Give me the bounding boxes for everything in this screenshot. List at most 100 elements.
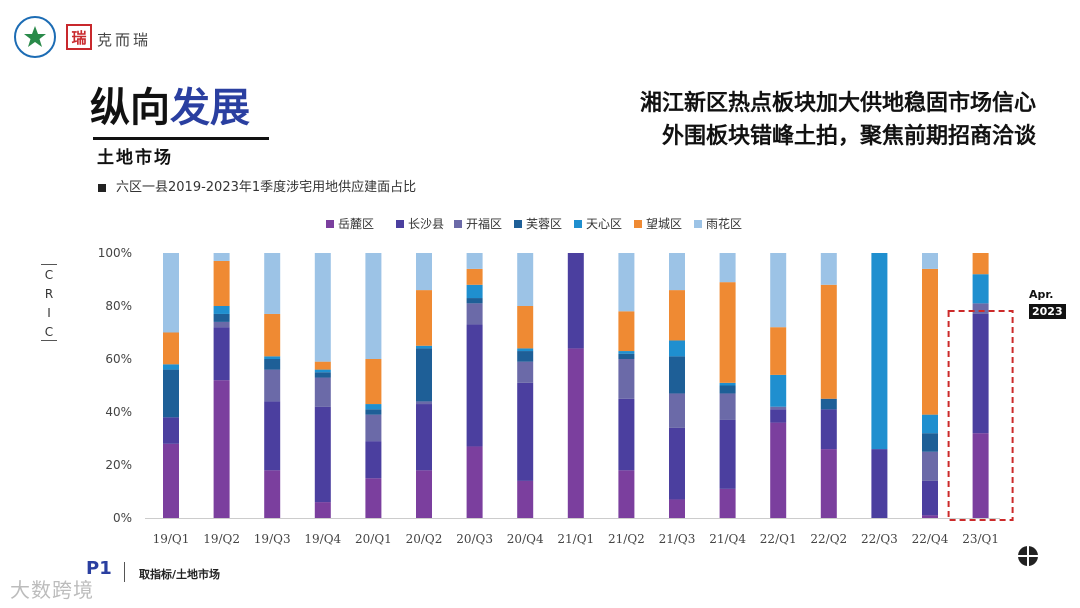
bar-segment-20-Q4-3 (517, 351, 534, 362)
crosshair-icon[interactable] (1018, 546, 1038, 566)
x-tick-label-4: 20/Q1 (355, 532, 392, 546)
bar-segment-22-Q1-5 (770, 327, 787, 375)
bar-segment-19-Q2-5 (213, 260, 230, 306)
bar-segment-20-Q2-4 (416, 345, 432, 349)
x-tick-label-9: 21/Q2 (608, 532, 645, 546)
y-tick-label-0: 0% (113, 511, 132, 525)
legend-label-0: 岳麓区 (338, 217, 374, 231)
bar-segment-23-Q1-4 (972, 274, 989, 304)
bar-segment-19-Q1-4 (163, 364, 179, 370)
legend-label-5: 望城区 (646, 217, 682, 231)
bar-segment-22-Q4-3 (922, 433, 938, 452)
cric-letter-1: R (44, 287, 54, 301)
legend-swatch-2 (454, 220, 462, 228)
bar-segment-20-Q1-6 (365, 253, 382, 359)
bar-segment-19-Q3-5 (264, 313, 281, 357)
month-label: Apr. (1029, 288, 1054, 301)
bar-segment-21-Q3-2 (669, 393, 685, 428)
bar-segment-23-Q1-0 (972, 433, 989, 518)
bar-segment-21-Q4-0 (719, 488, 736, 518)
chart-title: 六区一县2019-2023年1季度涉宅用地供应建面占比 (116, 180, 417, 195)
bar-segment-22-Q3-1 (871, 449, 888, 518)
bar-segment-19-Q1-0 (163, 443, 179, 518)
bar-segment-19-Q4-4 (314, 369, 331, 373)
section-title-accent: 发展 (170, 85, 250, 131)
bar-segment-20-Q2-0 (416, 470, 432, 518)
y-tick-label-5: 100% (98, 246, 132, 260)
legend-label-6: 雨花区 (706, 216, 742, 231)
bar-segment-22-Q3-4 (871, 253, 888, 450)
bar-segment-23-Q1-2 (972, 303, 989, 314)
bar-segment-20-Q1-4 (365, 404, 382, 410)
bar-segment-22-Q2-6 (820, 253, 837, 285)
bar-segment-20-Q1-3 (365, 409, 382, 415)
bar-segment-22-Q2-5 (820, 284, 837, 399)
bar-segment-19-Q4-0 (314, 502, 331, 518)
bar-segment-20-Q3-0 (466, 446, 483, 518)
brand-seal: 瑞 (66, 24, 92, 50)
brand-name: 克而瑞 (97, 31, 152, 49)
bar-segment-21-Q3-6 (669, 253, 685, 291)
headline-line-1: 湘江新区热点板块加大供地稳固市场信心 (639, 91, 1036, 116)
bar-segment-21-Q2-4 (618, 351, 635, 354)
bar-segment-21-Q2-5 (618, 311, 635, 352)
x-tick-label-10: 21/Q3 (659, 532, 696, 546)
bar-segment-22-Q4-4 (922, 414, 938, 434)
y-tick-label-3: 60% (105, 352, 132, 366)
bar-segment-22-Q4-6 (922, 253, 938, 269)
bar-segment-19-Q2-2 (213, 321, 230, 328)
bar-segment-21-Q3-1 (669, 427, 685, 500)
bar-segment-21-Q2-0 (618, 470, 635, 518)
bar-segment-19-Q1-3 (163, 369, 179, 418)
bar-segment-23-Q1-1 (972, 313, 989, 434)
bar-segment-20-Q3-1 (466, 324, 483, 447)
bar-segment-22-Q4-2 (922, 451, 938, 481)
legend-label-3: 芙蓉区 (526, 217, 562, 231)
legend-swatch-1 (396, 220, 404, 228)
bar-segment-20-Q2-2 (416, 401, 432, 405)
bar-segment-19-Q2-6 (213, 253, 230, 261)
bar-segment-19-Q3-0 (264, 470, 281, 518)
bar-segment-20-Q1-1 (365, 441, 382, 479)
bar-segment-21-Q3-0 (669, 499, 685, 518)
cric-rule-bottom (41, 340, 57, 341)
y-tick-label-4: 80% (105, 299, 132, 313)
bar-segment-19-Q4-3 (314, 372, 331, 378)
legend-swatch-3 (514, 220, 522, 228)
bar-segment-20-Q1-2 (365, 414, 382, 442)
bar-segment-22-Q4-1 (922, 480, 938, 516)
bar-segment-19-Q3-2 (264, 369, 281, 402)
section-title-plain: 纵向 (90, 85, 170, 131)
bar-segment-20-Q4-0 (517, 480, 534, 518)
bar-segment-19-Q4-2 (314, 377, 331, 407)
bar-segment-22-Q1-2 (770, 406, 787, 410)
bar-segment-21-Q4-2 (719, 393, 736, 420)
watermark: 大数跨境 (10, 578, 94, 602)
bar-segment-20-Q1-5 (365, 359, 382, 405)
bar-segment-22-Q4-0 (922, 515, 938, 518)
page-number: P1 (86, 558, 112, 579)
chart-caption: 六区一县2019-2023年1季度涉宅用地供应建面占比 (98, 176, 416, 195)
cric-rule-top (41, 264, 57, 265)
bar-segment-22-Q2-1 (820, 409, 837, 450)
bar-segment-20-Q1-0 (365, 478, 382, 518)
bar-segment-21-Q3-5 (669, 290, 685, 341)
x-tick-label-2: 19/Q3 (254, 532, 291, 546)
page-divider (124, 562, 125, 582)
legend-swatch-6 (694, 220, 702, 228)
bar-segment-22-Q2-0 (820, 449, 837, 518)
bar-segment-20-Q4-5 (517, 306, 534, 349)
bar-segment-21-Q3-3 (669, 356, 685, 394)
bar-segment-20-Q2-5 (416, 290, 432, 346)
legend-label-1: 长沙县 (408, 217, 444, 231)
highlight-box (947, 310, 1014, 521)
bar-segment-21-Q2-3 (618, 353, 635, 359)
bar-segment-19-Q4-6 (314, 253, 331, 362)
bar-segment-19-Q2-4 (213, 306, 230, 314)
title-underline (93, 137, 269, 140)
bar-segment-19-Q3-4 (264, 356, 281, 359)
bar-segment-21-Q4-3 (719, 385, 736, 394)
bar-segment-22-Q1-6 (770, 253, 787, 328)
legend-swatch-5 (634, 220, 642, 228)
